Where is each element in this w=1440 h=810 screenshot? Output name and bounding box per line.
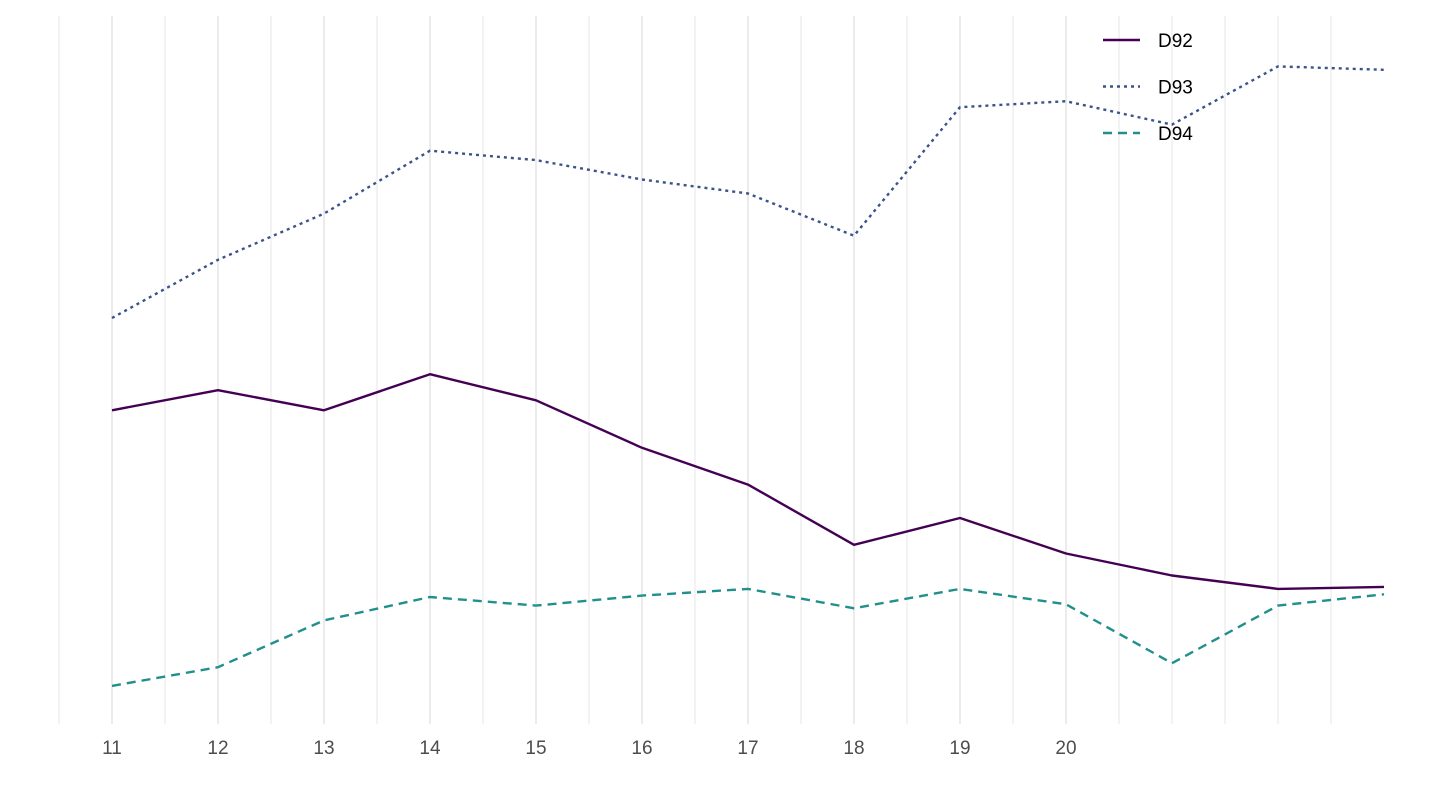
x-tick-label: 20 bbox=[1055, 738, 1076, 759]
x-tick-label: 11 bbox=[102, 738, 122, 759]
x-tick-label: 13 bbox=[313, 738, 334, 759]
series-line-d93 bbox=[111, 65, 1385, 320]
x-tick-label: 12 bbox=[207, 738, 228, 759]
x-tick-label: 18 bbox=[843, 738, 864, 759]
x-tick-label: 19 bbox=[949, 738, 970, 759]
x-tick-label: 17 bbox=[737, 738, 758, 759]
x-tick-label: 14 bbox=[419, 738, 441, 759]
legend-label-d92: D92 bbox=[1158, 31, 1193, 52]
series-line-d94 bbox=[111, 587, 1385, 688]
x-tick-label: 16 bbox=[631, 738, 652, 759]
x-tick-label: 15 bbox=[525, 738, 546, 759]
legend-label-d93: D93 bbox=[1158, 78, 1193, 99]
grid-layer bbox=[58, 16, 1332, 724]
legend-label-d94: D94 bbox=[1158, 124, 1193, 145]
x-axis: 11 12 13 14 15 16 17 18 19 20 bbox=[102, 738, 1076, 759]
series-line-d92 bbox=[111, 373, 1385, 591]
series-layer bbox=[111, 65, 1385, 688]
legend: D92 D93 D94 bbox=[1103, 31, 1193, 145]
